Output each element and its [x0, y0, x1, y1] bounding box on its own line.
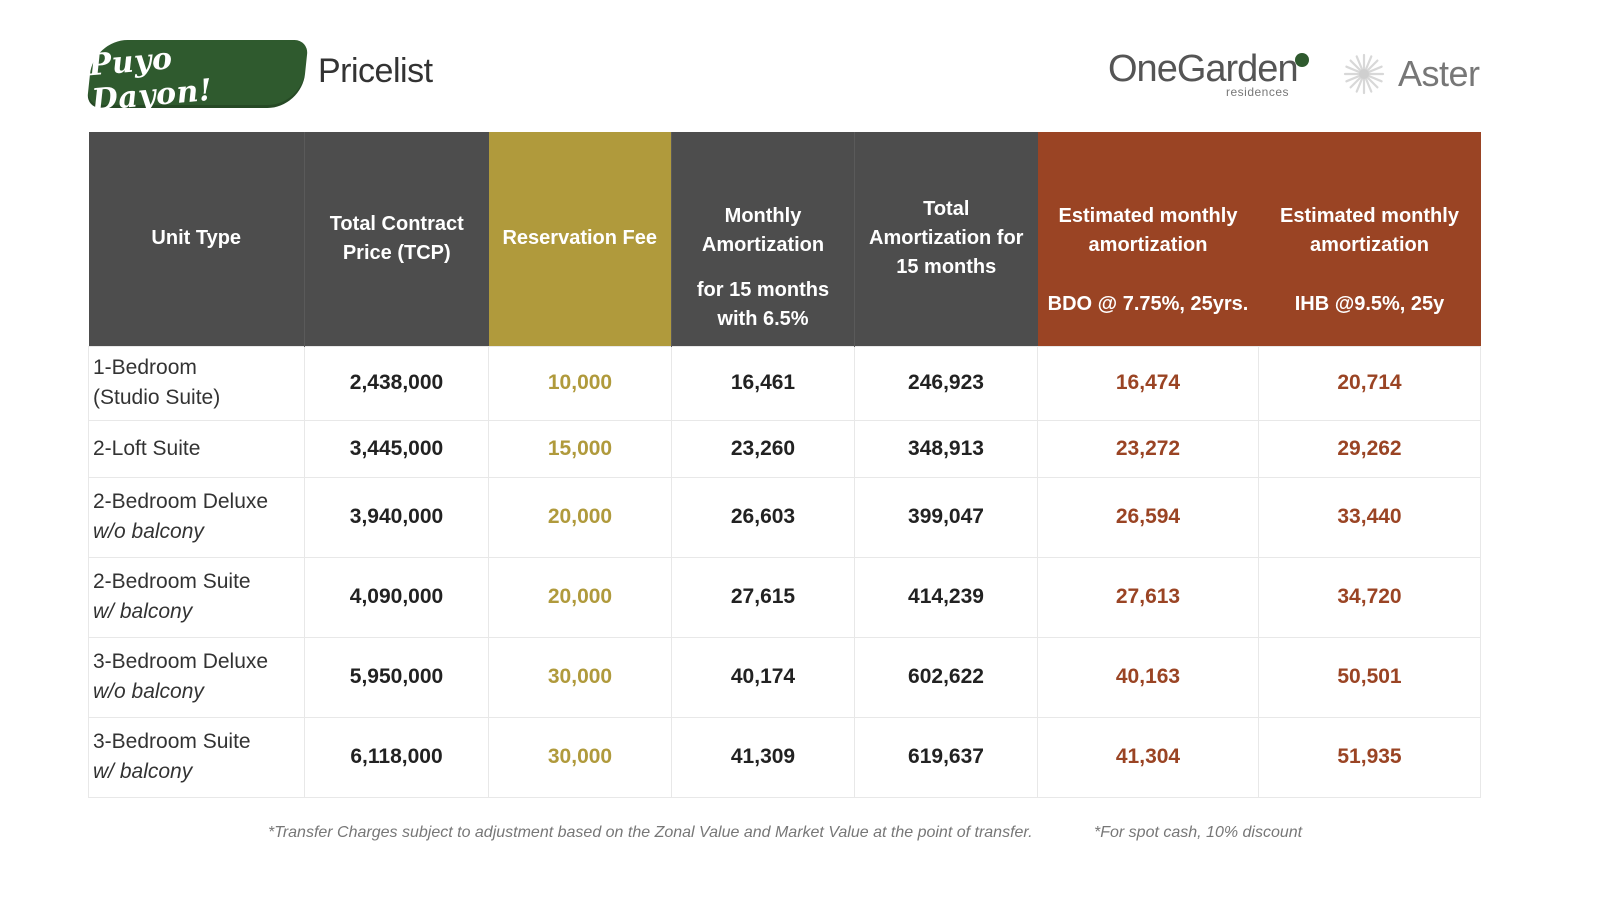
- unit-type-cell: 3-Bedroom Suite w/ balcony: [88, 716, 305, 798]
- unit-type-cell: 2-Bedroom Deluxe w/o balcony: [88, 476, 305, 558]
- bdo-estimate-cell: 41,304: [1037, 716, 1259, 798]
- unit-type-detail: w/o balcony: [93, 677, 304, 707]
- ihb-estimate-cell: 20,714: [1258, 345, 1481, 421]
- tcp-cell: 3,445,000: [304, 419, 489, 478]
- unit-type-name: 3-Bedroom Deluxe: [93, 650, 269, 673]
- unit-type-name: 3-Bedroom Suite: [93, 730, 251, 753]
- table-row: 2-Bedroom Suite w/ balcony 4,090,000 20,…: [88, 556, 1481, 638]
- tcp-cell: 4,090,000: [304, 556, 489, 638]
- bdo-estimate-cell: 16,474: [1037, 345, 1259, 421]
- monthly-amortization-cell: 40,174: [671, 636, 855, 718]
- unit-type-name: 2-Bedroom Deluxe: [93, 490, 269, 513]
- col-subheader-monthly-terms: for 15 months with 6.5%: [671, 264, 855, 346]
- monthly-amortization-cell: 23,260: [671, 419, 855, 478]
- monthly-amortization-cell: 41,309: [671, 716, 855, 798]
- col-header-tcp: Total Contract Price (TCP): [304, 132, 489, 346]
- unit-type-detail: w/o balcony: [93, 517, 304, 547]
- reservation-fee-cell: 10,000: [488, 345, 672, 421]
- bdo-estimate-cell: 26,594: [1037, 476, 1259, 558]
- aster-flower-icon: [1343, 53, 1385, 95]
- tcp-cell: 3,940,000: [304, 476, 489, 558]
- unit-type-cell: 2-Loft Suite: [88, 419, 305, 478]
- unit-type-cell: 2-Bedroom Suite w/ balcony: [88, 556, 305, 638]
- table-row: 2-Loft Suite 3,445,000 15,000 23,260 348…: [88, 419, 1481, 478]
- tcp-cell: 5,950,000: [304, 636, 489, 718]
- unit-type-detail-text: w/ balcony: [93, 760, 193, 783]
- ihb-estimate-cell: 51,935: [1258, 716, 1481, 798]
- total-amortization-cell: 348,913: [854, 419, 1038, 478]
- unit-type-detail-text: w/ balcony: [93, 600, 193, 623]
- tcp-cell: 2,438,000: [304, 345, 489, 421]
- footnote-spot-cash: *For spot cash, 10% discount: [1094, 824, 1303, 841]
- table-row: 1-Bedroom (Studio Suite) 2,438,000 10,00…: [88, 345, 1481, 421]
- total-amortization-cell: 602,622: [854, 636, 1038, 718]
- onegarden-logo-text: OneGarden: [1108, 48, 1299, 90]
- aster-logo-text: Aster: [1398, 53, 1480, 94]
- unit-type-detail-text: w/o balcony: [93, 520, 204, 543]
- total-amortization-cell: 414,239: [854, 556, 1038, 638]
- table-body: 1-Bedroom (Studio Suite) 2,438,000 10,00…: [88, 345, 1481, 798]
- bdo-estimate-cell: 27,613: [1037, 556, 1259, 638]
- col-header-unit-type: Unit Type: [88, 132, 305, 346]
- unit-type-name: 2-Bedroom Suite: [93, 570, 251, 593]
- unit-type-name: 2-Loft Suite: [93, 436, 201, 460]
- unit-type-detail: w/ balcony: [93, 597, 304, 627]
- onegarden-logo: OneGarden residences: [1108, 48, 1309, 104]
- ihb-estimate-cell: 50,501: [1258, 636, 1481, 718]
- aster-logo: Aster: [1342, 50, 1480, 98]
- brand-logo-text: Puyo Dayon!: [87, 41, 214, 119]
- monthly-amortization-cell: 26,603: [671, 476, 855, 558]
- total-amortization-cell: 619,637: [854, 716, 1038, 798]
- page-title: Pricelist: [318, 52, 433, 90]
- bdo-estimate-cell: 40,163: [1037, 636, 1259, 718]
- reservation-fee-cell: 30,000: [488, 716, 672, 798]
- reservation-fee-cell: 30,000: [488, 636, 672, 718]
- ihb-estimate-cell: 29,262: [1258, 419, 1481, 478]
- bdo-estimate-cell: 23,272: [1037, 419, 1259, 478]
- reservation-fee-cell: 20,000: [488, 476, 672, 558]
- table-header: Unit Type Total Contract Price (TCP) Res…: [88, 132, 1481, 346]
- col-header-estimated-ihb: Estimated monthly amortization: [1258, 132, 1481, 264]
- col-header-total-amortization: Total Amortization for 15 months: [854, 132, 1038, 346]
- col-header-monthly-amortization: Monthly Amortization: [671, 132, 855, 264]
- col-subheader-bdo-terms: BDO @ 7.75%, 25yrs.: [1037, 264, 1259, 346]
- pricelist-table: Unit Type Total Contract Price (TCP) Res…: [88, 132, 1481, 798]
- col-header-reservation-fee: Reservation Fee: [488, 132, 672, 346]
- monthly-amortization-cell: 27,615: [671, 556, 855, 638]
- footnote-transfer-charges: *Transfer Charges subject to adjustment …: [268, 824, 1033, 841]
- unit-type-detail: (Studio Suite): [93, 386, 221, 409]
- table-row: 3-Bedroom Deluxe w/o balcony 5,950,000 3…: [88, 636, 1481, 718]
- table-row: 3-Bedroom Suite w/ balcony 6,118,000 30,…: [88, 716, 1481, 798]
- monthly-amortization-cell: 16,461: [671, 345, 855, 421]
- onegarden-leaf-icon: [1295, 53, 1309, 67]
- unit-type-cell: 1-Bedroom (Studio Suite): [88, 345, 305, 421]
- ihb-estimate-cell: 34,720: [1258, 556, 1481, 638]
- unit-type-detail: w/ balcony: [93, 757, 304, 787]
- ihb-estimate-cell: 33,440: [1258, 476, 1481, 558]
- unit-type-name: 1-Bedroom: [93, 356, 197, 379]
- tcp-cell: 6,118,000: [304, 716, 489, 798]
- unit-type-detail-text: w/o balcony: [93, 680, 204, 703]
- col-header-estimated-bdo: Estimated monthly amortization: [1037, 132, 1259, 264]
- total-amortization-cell: 399,047: [854, 476, 1038, 558]
- reservation-fee-cell: 15,000: [488, 419, 672, 478]
- brand-logo-puyo-dayon: Puyo Dayon!: [86, 40, 309, 118]
- total-amortization-cell: 246,923: [854, 345, 1038, 421]
- col-subheader-ihb-terms: IHB @9.5%, 25y: [1258, 264, 1481, 346]
- unit-type-cell: 3-Bedroom Deluxe w/o balcony: [88, 636, 305, 718]
- onegarden-logo-subtext: residences: [1226, 85, 1290, 99]
- reservation-fee-cell: 20,000: [488, 556, 672, 638]
- table-row: 2-Bedroom Deluxe w/o balcony 3,940,000 2…: [88, 476, 1481, 558]
